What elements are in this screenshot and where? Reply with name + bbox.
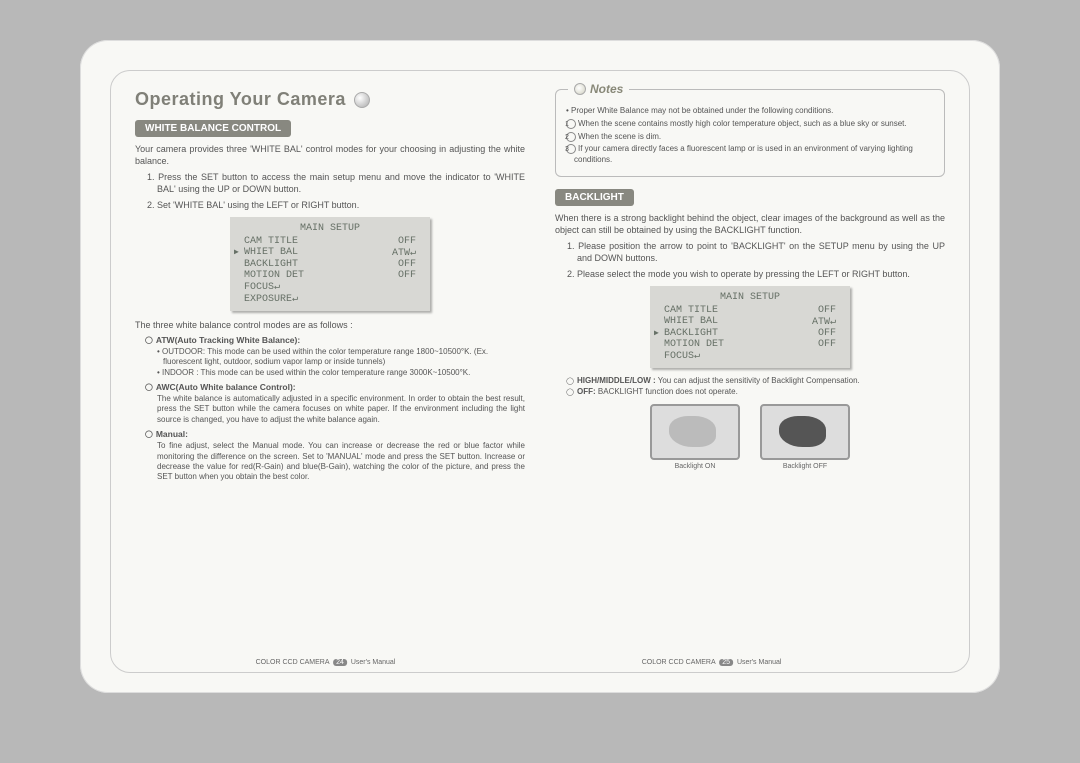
footer-left: COLOR CCD CAMERA 24 User's Manual bbox=[256, 659, 396, 666]
example-image: Backlight ON bbox=[650, 404, 740, 470]
mode-body: To fine adjust, select the Manual mode. … bbox=[157, 441, 525, 483]
note-item: 1When the scene contains mostly high col… bbox=[566, 119, 934, 130]
bulb-icon bbox=[574, 83, 586, 95]
osd-row: FOCUS↵ bbox=[240, 281, 420, 293]
notes-label-text: Notes bbox=[590, 81, 623, 97]
title-orb-icon bbox=[354, 92, 370, 108]
mode-head: ATW(Auto Tracking White Balance): bbox=[145, 335, 525, 345]
page-number: 25 bbox=[719, 659, 733, 666]
backlight-intro: When there is a strong backlight behind … bbox=[555, 212, 945, 236]
notes-intro: • Proper White Balance may not be obtain… bbox=[566, 106, 934, 117]
backlight-images: Backlight ON Backlight OFF bbox=[555, 404, 945, 470]
osd-row: WHIET BALATW↵ bbox=[660, 316, 840, 328]
step-item: 1. Press the SET button to access the ma… bbox=[147, 171, 525, 195]
right-column: Notes • Proper White Balance may not be … bbox=[555, 89, 945, 662]
osd-row: MOTION DETOFF bbox=[240, 270, 420, 281]
footer-product: COLOR CCD CAMERA bbox=[642, 659, 716, 666]
left-column: Operating Your Camera WHITE BALANCE CONT… bbox=[135, 89, 525, 662]
example-image: Backlight OFF bbox=[760, 404, 850, 470]
page-number: 24 bbox=[333, 659, 347, 666]
mode-subline: • INDOOR : This mode can be used within … bbox=[157, 368, 525, 378]
notes-label: Notes bbox=[568, 81, 629, 97]
osd-menu-backlight: MAIN SETUP CAM TITLEOFFWHIET BALATW↵BACK… bbox=[650, 286, 850, 368]
osd-title: MAIN SETUP bbox=[240, 223, 420, 234]
mode-head: Manual: bbox=[145, 429, 525, 439]
manual-page-spread: Operating Your Camera WHITE BALANCE CONT… bbox=[80, 40, 1000, 693]
step-item: 2. Set 'WHITE BAL' using the LEFT or RIG… bbox=[147, 199, 525, 211]
footer-tail: User's Manual bbox=[351, 659, 396, 666]
step-item: 1. Please position the arrow to point to… bbox=[567, 240, 945, 264]
option-line: ◯HIGH/MIDDLE/LOW : You can adjust the se… bbox=[565, 376, 945, 387]
section-header-backlight: BACKLIGHT bbox=[555, 189, 634, 206]
osd-row: WHIET BALATW↵ bbox=[240, 247, 420, 259]
footer-right: COLOR CCD CAMERA 25 User's Manual bbox=[642, 659, 782, 666]
mode-head: AWC(Auto White balance Control): bbox=[145, 382, 525, 392]
osd-row: BACKLIGHTOFF bbox=[240, 259, 420, 270]
osd-row: MOTION DETOFF bbox=[660, 339, 840, 350]
osd-row: FOCUS↵ bbox=[660, 350, 840, 362]
option-line: ◯OFF: BACKLIGHT function does not operat… bbox=[565, 387, 945, 398]
modes-intro: The three white balance control modes ar… bbox=[135, 319, 525, 331]
osd-row: CAM TITLEOFF bbox=[240, 236, 420, 247]
page-title: Operating Your Camera bbox=[135, 89, 525, 110]
section-header-wb: WHITE BALANCE CONTROL bbox=[135, 120, 291, 137]
wb-intro: Your camera provides three 'WHITE BAL' c… bbox=[135, 143, 525, 167]
notes-box: Notes • Proper White Balance may not be … bbox=[555, 89, 945, 177]
note-item: 2When the scene is dim. bbox=[566, 132, 934, 143]
osd-row: CAM TITLEOFF bbox=[660, 305, 840, 316]
osd-menu-wb: MAIN SETUP CAM TITLEOFFWHIET BALATW↵BACK… bbox=[230, 217, 430, 311]
content-frame: Operating Your Camera WHITE BALANCE CONT… bbox=[110, 70, 970, 673]
footer-tail: User's Manual bbox=[737, 659, 782, 666]
step-item: 2. Please select the mode you wish to op… bbox=[567, 268, 945, 280]
mode-subline: • OUTDOOR: This mode can be used within … bbox=[157, 347, 525, 368]
footer-product: COLOR CCD CAMERA bbox=[256, 659, 330, 666]
osd-title: MAIN SETUP bbox=[660, 292, 840, 303]
page-title-text: Operating Your Camera bbox=[135, 89, 346, 110]
mode-body: The white balance is automatically adjus… bbox=[157, 394, 525, 425]
note-item: 3If your camera directly faces a fluores… bbox=[566, 144, 934, 166]
osd-row: BACKLIGHTOFF bbox=[660, 328, 840, 339]
osd-row: EXPOSURE↵ bbox=[240, 293, 420, 305]
